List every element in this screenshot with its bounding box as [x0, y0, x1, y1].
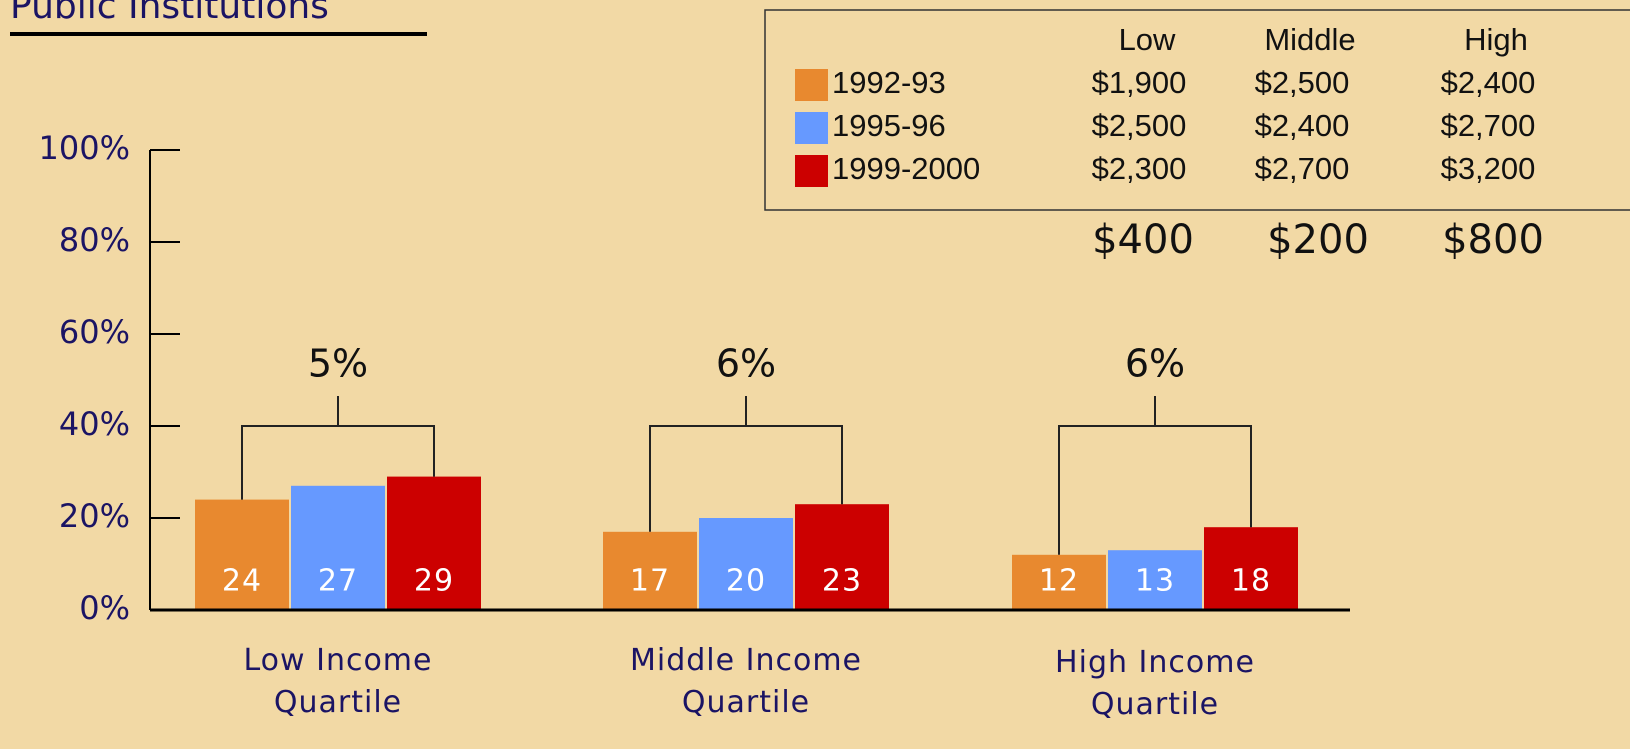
bar-value-label: 27: [318, 564, 358, 599]
bar: [387, 476, 481, 610]
bar-value-label: 13: [1135, 564, 1175, 599]
table-cell: $2,400: [1441, 65, 1536, 100]
bar: [195, 499, 289, 610]
bar: [291, 485, 385, 610]
y-tick-label: 0%: [79, 589, 130, 627]
table-cell: $2,700: [1255, 151, 1350, 186]
bar-value-label: 23: [822, 564, 862, 599]
table-header: Middle: [1264, 22, 1355, 57]
bar-value-label: 24: [222, 564, 262, 599]
bar-value-label: 12: [1039, 564, 1079, 599]
legend-swatch: [795, 112, 828, 144]
x-tick-label: Middle Income Quartile: [629, 643, 863, 720]
y-tick-label: 100%: [39, 129, 130, 167]
bar: [603, 531, 697, 610]
bracket: [1058, 396, 1252, 555]
bracket: [241, 396, 435, 500]
bracket: [649, 396, 843, 532]
difference-label: $400: [1092, 217, 1194, 263]
table-cell: $2,300: [1092, 151, 1187, 186]
legend-label: 1995-96: [832, 108, 946, 143]
bar: [1108, 550, 1202, 610]
legend-box: [764, 9, 1630, 211]
table-header: Low: [1119, 22, 1176, 57]
legend-label: 1992-93: [832, 65, 946, 100]
annotation: 6%: [716, 342, 776, 386]
legend-label: 1999-2000: [832, 151, 980, 186]
x-tick-label: High Income Quartile: [1055, 645, 1255, 722]
bar: [1204, 527, 1298, 610]
bar: [1012, 554, 1106, 610]
bar-value-label: 17: [630, 564, 670, 599]
bar-value-label: 20: [726, 564, 766, 599]
bar-value-label: 29: [414, 564, 454, 599]
legend-swatch: [795, 69, 828, 101]
y-tick-label: 40%: [59, 405, 130, 443]
difference-label: $800: [1442, 217, 1544, 263]
table-cell: $3,200: [1441, 151, 1536, 186]
y-tick-label: 60%: [59, 313, 130, 351]
table-header: High: [1464, 22, 1528, 57]
annotation: 5%: [308, 342, 368, 386]
table-cell: $1,900: [1092, 65, 1187, 100]
table-cell: $2,500: [1092, 108, 1187, 143]
bar: [699, 518, 793, 610]
table-cell: $2,400: [1255, 108, 1350, 143]
difference-label: $200: [1267, 217, 1369, 263]
y-tick-label: 80%: [59, 221, 130, 259]
bar-value-label: 18: [1231, 564, 1271, 599]
x-tick-label: Low Income Quartile: [243, 643, 433, 720]
table-cell: $2,500: [1255, 65, 1350, 100]
y-tick-label: 20%: [59, 497, 130, 535]
annotation: 6%: [1125, 342, 1185, 386]
table-cell: $2,700: [1441, 108, 1536, 143]
bar: [795, 504, 889, 610]
legend-swatch: [795, 155, 828, 187]
chart-title: Public Institutions: [10, 0, 329, 27]
